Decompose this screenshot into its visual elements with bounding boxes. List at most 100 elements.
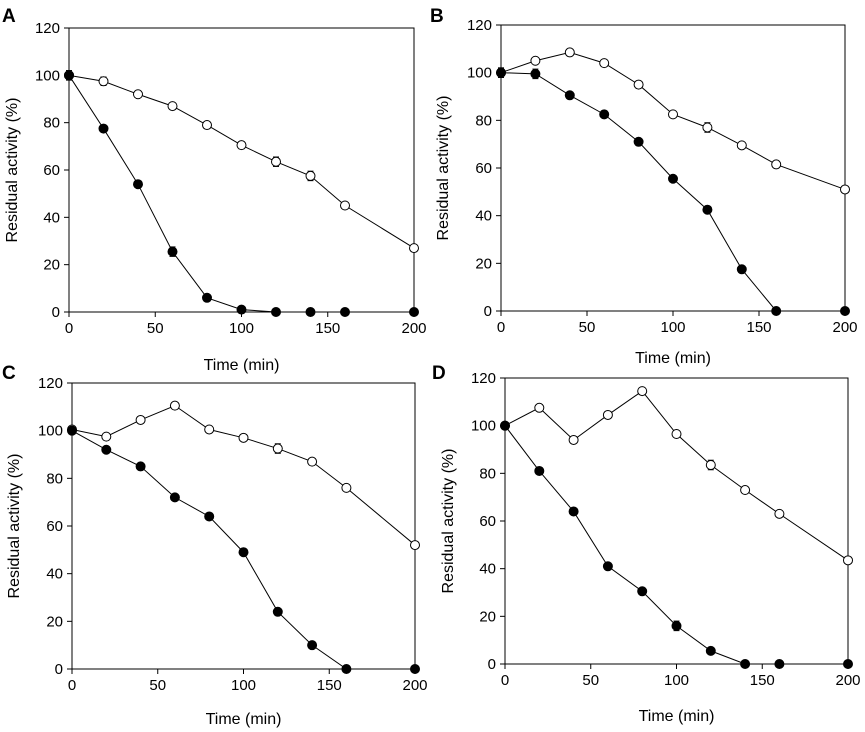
data-point [341,664,352,674]
x-tick-label: 100 [229,320,254,337]
y-tick-label: 120 [35,20,60,37]
series-filled-circles [67,425,420,674]
plot-frame [68,27,415,313]
data-point [736,264,747,275]
data-point [167,246,178,257]
data-point [340,200,350,211]
plot-frame [71,382,416,670]
data-point [204,424,215,435]
series-line [68,74,415,249]
data-point [668,109,678,120]
data-point [341,482,352,493]
series-filled-circles [496,67,850,316]
x-axis-title: Time (min) [204,357,280,374]
data-point [98,76,109,87]
series-line [504,425,848,665]
data-point [410,540,420,551]
data-point [774,508,785,519]
data-point [409,243,419,254]
y-tick-label: 40 [479,561,496,578]
data-point [169,400,180,411]
series-line [504,390,849,561]
data-point [564,47,575,58]
data-point [272,443,283,454]
y-tick-label: 80 [475,112,492,129]
data-point [564,90,575,101]
x-tick-label: 150 [315,320,340,337]
series-line [71,405,416,546]
y-tick-label: 0 [52,304,60,321]
x-tick-label: 200 [402,677,427,694]
series-line [500,72,845,312]
data-point [500,420,510,431]
data-point [633,136,644,147]
y-tick-label: 80 [46,470,63,487]
data-point [204,511,215,522]
y-axis-title: Residual activity (%) [435,96,452,241]
data-point [840,184,850,195]
data-point [238,432,249,443]
panel-letter: B [430,6,444,27]
panel-b: 0 50 100 150 200 0 20 40 60 80 100 120 Time (min) Res… [430,6,858,367]
y-tick-label: 120 [38,375,63,392]
panel-a: 0 50 100 150 200 0 20 40 60 80 100 120 Time (min) Res… [2,6,427,374]
data-point [740,659,751,669]
data-point [305,170,316,181]
data-point [238,547,249,558]
data-point [702,122,713,133]
data-point [602,561,613,572]
data-point [410,664,420,674]
series-open-circles [64,70,419,254]
x-tick-label: 200 [401,320,426,337]
series-line [500,51,846,190]
data-point [736,140,747,151]
panel-letter: C [2,363,16,384]
y-tick-label: 120 [467,17,492,34]
x-tick-label: 50 [147,320,164,337]
y-tick-label: 60 [475,160,492,177]
y-tick-label: 0 [488,656,496,673]
data-point [568,506,579,517]
data-point [67,425,77,436]
panel-letter: A [2,6,16,27]
y-tick-label: 20 [475,255,492,272]
data-point [568,434,579,445]
series-open-circles [500,386,853,566]
data-point [599,109,610,120]
data-point [668,173,678,184]
x-axis-title: Time (min) [635,350,711,367]
x-axis-title: Time (min) [206,711,282,728]
y-tick-label: 100 [467,65,492,82]
x-tick-label: 150 [750,672,775,689]
x-tick-label: 0 [65,320,73,337]
data-point [705,645,716,656]
data-point [633,79,644,90]
data-point [133,89,143,100]
y-tick-label: 0 [484,303,492,320]
series-open-circles [496,47,850,195]
x-tick-label: 50 [582,672,599,689]
data-point [637,586,648,597]
data-point [705,459,716,470]
x-tick-label: 200 [832,319,857,336]
data-point [202,120,212,131]
y-axis-title: Residual activity (%) [4,98,21,243]
data-point [305,307,316,317]
data-point [236,304,247,315]
data-point [534,465,545,476]
data-point [340,307,350,317]
y-tick-label: 40 [475,208,492,225]
data-point [671,620,682,631]
series-filled-circles [500,420,853,669]
data-point [271,156,281,167]
series-filled-circles [64,70,419,317]
y-tick-label: 0 [55,661,63,678]
data-point [272,606,283,617]
data-point [135,461,146,472]
y-tick-label: 80 [43,115,60,132]
y-tick-label: 60 [479,513,496,530]
series-line [71,430,415,670]
y-tick-label: 60 [43,162,60,179]
data-point [169,492,180,503]
y-tick-label: 20 [46,613,63,630]
